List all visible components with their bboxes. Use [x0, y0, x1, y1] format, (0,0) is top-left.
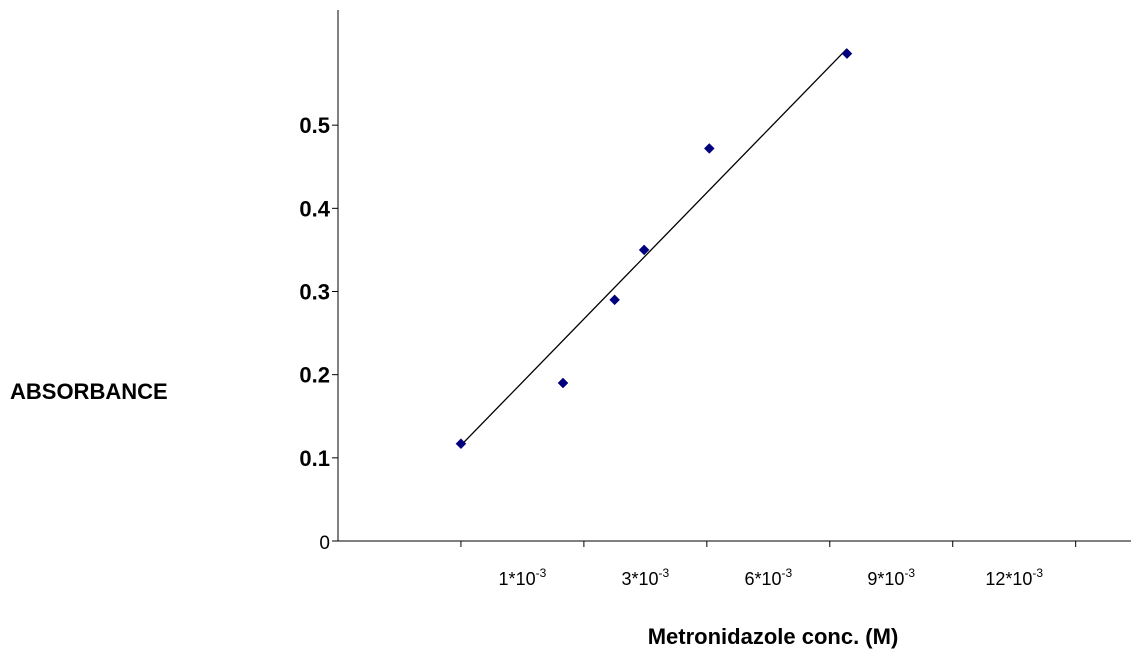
x-tick-label: 6*10-3 [744, 566, 792, 589]
y-tick-label: 0 [319, 533, 330, 554]
x-axis-title: Metronidazole conc. (M) [648, 624, 899, 649]
data-point-marker [455, 438, 467, 450]
x-axis: 1*10-3 3*10-3 6*10-3 9*10-3 12*10-3 [338, 540, 1131, 589]
x-tick-label: 12*10-3 [985, 566, 1043, 589]
x-tick-label: 1*10-3 [499, 566, 547, 589]
x-tick-label: 9*10-3 [867, 566, 915, 589]
y-tick-label: 0.5 [299, 113, 330, 138]
data-point-marker [557, 377, 569, 389]
data-points [455, 48, 853, 450]
y-axis-title: ABSORBANCE [10, 379, 168, 404]
y-tick-label: 0.1 [299, 446, 330, 471]
y-tick-label: 0.4 [299, 196, 330, 221]
data-point-marker [841, 48, 853, 59]
y-axis: 0 0.1 0.2 0.3 0.4 0.5 [299, 10, 339, 554]
trendline-segment [460, 48, 848, 446]
y-tick-label: 0.2 [299, 363, 330, 388]
data-point-marker [609, 294, 620, 306]
x-tick-label: 3*10-3 [622, 566, 670, 589]
trendline [460, 48, 848, 446]
y-tick-label: 0.3 [299, 280, 330, 305]
data-point-marker [703, 143, 715, 154]
data-point-marker [638, 244, 650, 256]
